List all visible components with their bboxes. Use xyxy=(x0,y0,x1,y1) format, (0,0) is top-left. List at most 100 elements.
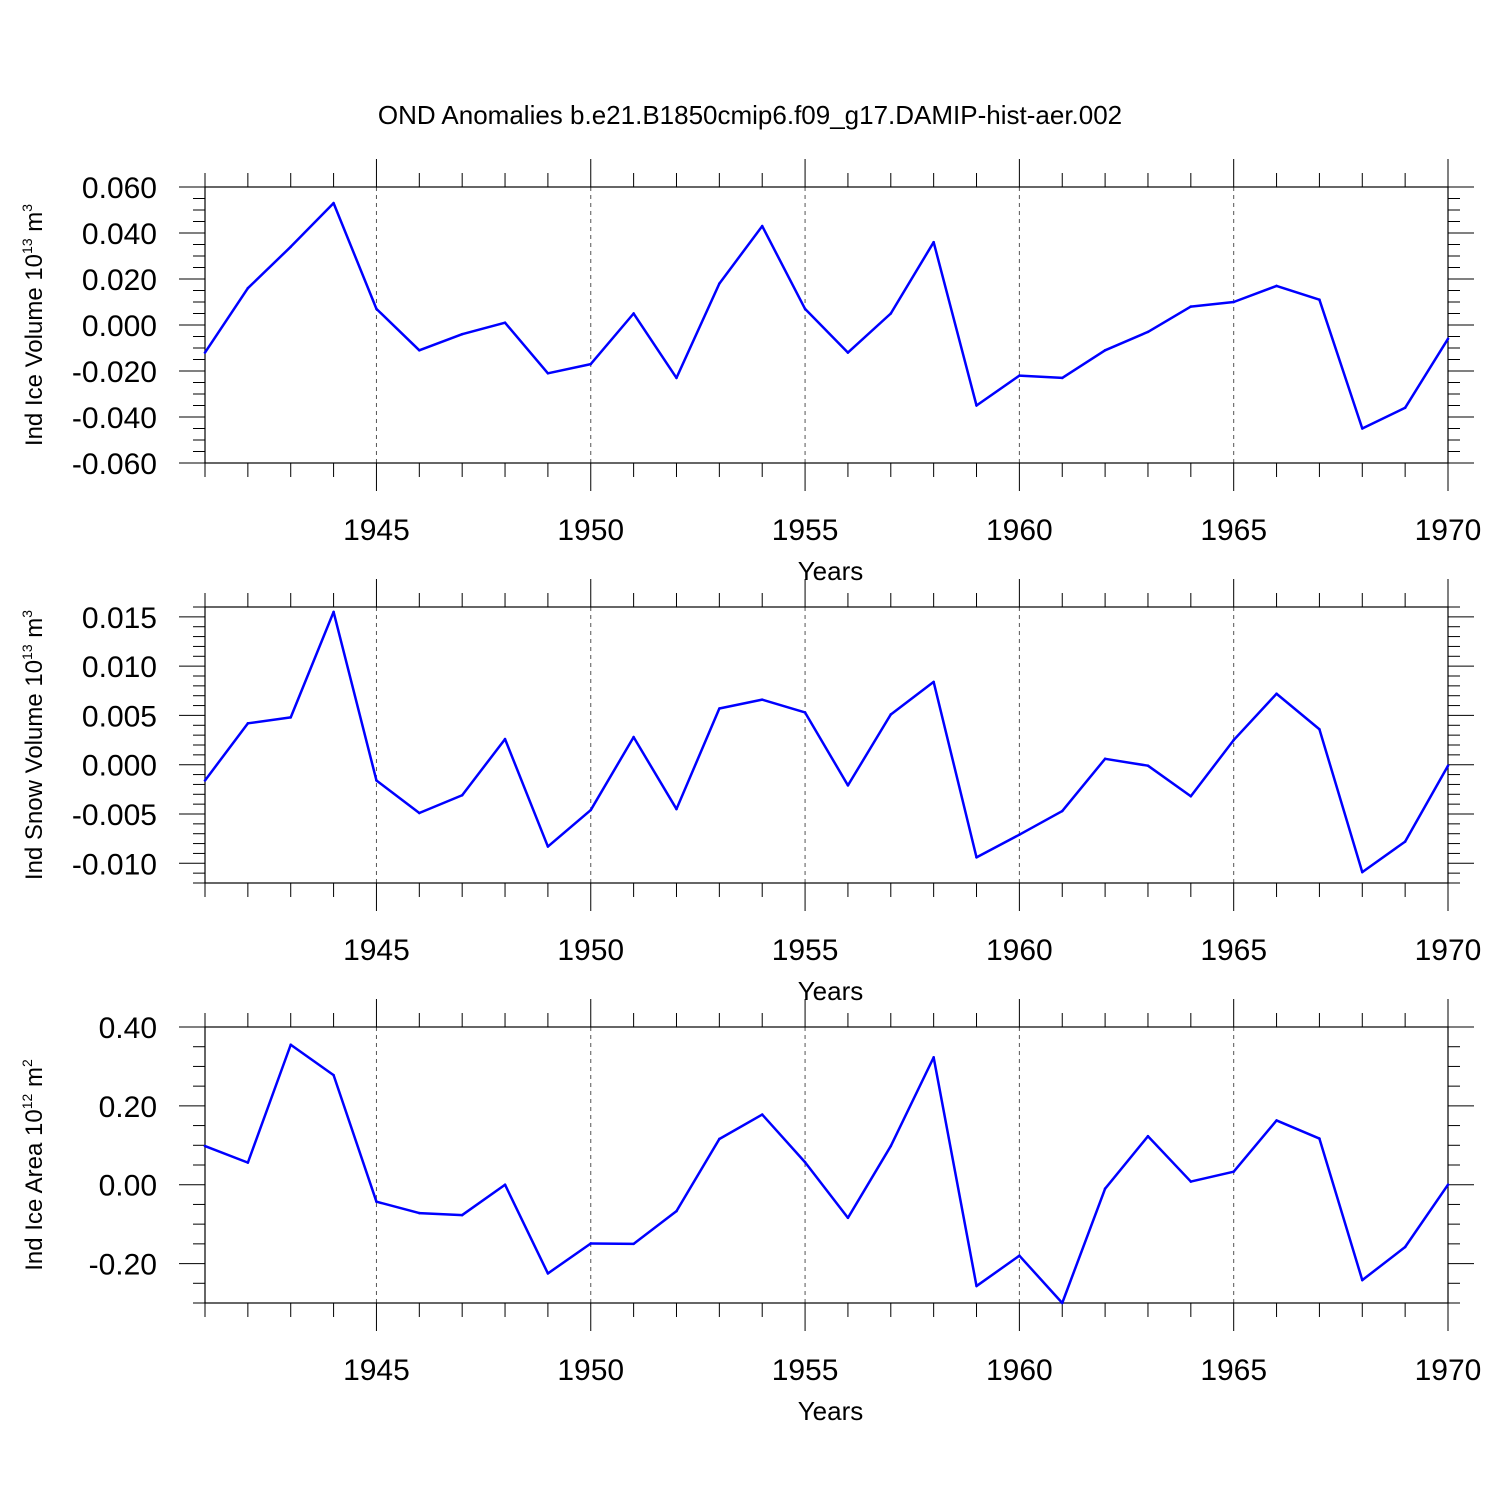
data-point xyxy=(418,811,421,815)
data-point xyxy=(1361,870,1364,874)
plot-frame xyxy=(204,606,1449,884)
series-segment xyxy=(1403,337,1450,410)
y-tick-label: 0.040 xyxy=(82,218,157,251)
data-point xyxy=(932,241,935,244)
series-segment xyxy=(718,224,764,285)
series-segment xyxy=(1189,300,1235,308)
data-point xyxy=(375,1200,378,1203)
data-point xyxy=(718,282,721,285)
data-point xyxy=(246,722,250,725)
data-point xyxy=(460,1213,464,1217)
series-segment xyxy=(289,610,335,719)
data-point xyxy=(332,201,335,205)
chart-title: OND Anomalies b.e21.B1850cmip6.f09_g17.D… xyxy=(378,100,1122,130)
data-point xyxy=(1318,298,1321,301)
panel-ice-volume: 1945 1950 1955 1960 1965 1970 -0.060 -0.040 -0.0… xyxy=(19,159,1481,586)
data-point xyxy=(289,245,292,248)
data-point xyxy=(1318,1137,1321,1140)
panel-snow-volume: 1945 1950 1955 1960 1965 1970 -0.010 -0.005 0.00… xyxy=(19,579,1481,1006)
x-tick-label: 1970 xyxy=(1415,934,1482,967)
series-segment xyxy=(589,735,635,812)
series-segment xyxy=(203,1144,250,1164)
plot-frame xyxy=(204,1026,1449,1304)
data-point xyxy=(1318,728,1321,731)
data-point xyxy=(1146,764,1150,767)
data-point xyxy=(803,711,807,714)
data-point xyxy=(1403,1245,1407,1249)
series-segment xyxy=(675,1137,721,1213)
series-segment xyxy=(1318,1137,1364,1282)
data-point xyxy=(889,1144,892,1148)
series-segment xyxy=(460,737,507,797)
data-point xyxy=(1103,349,1107,352)
data-point xyxy=(1018,374,1021,377)
y-axis-label: Ind Ice Area 1012 m2 xyxy=(19,1059,48,1271)
data-point xyxy=(203,351,207,354)
data-point xyxy=(1189,1180,1193,1183)
series-segment xyxy=(289,201,335,249)
y-axis-label: Ind Ice Volume 1013 m3 xyxy=(19,204,48,446)
y-tick-label: -0.010 xyxy=(72,848,157,881)
series-segment xyxy=(460,321,507,336)
series-segment xyxy=(460,1183,507,1217)
data-point xyxy=(761,1113,764,1116)
x-tick-label: 1960 xyxy=(986,514,1053,547)
data-point xyxy=(1189,795,1193,798)
series-segment xyxy=(632,312,678,380)
series-segment xyxy=(375,779,421,815)
data-point xyxy=(246,1161,250,1164)
series-segment xyxy=(675,282,721,380)
data-point xyxy=(1232,1170,1235,1173)
data-point xyxy=(1446,1183,1450,1186)
series-segment xyxy=(246,1043,292,1164)
data-point xyxy=(1446,764,1450,767)
x-tick-label: 1955 xyxy=(772,1354,839,1387)
series-segment xyxy=(889,240,935,315)
series-segment xyxy=(1275,284,1321,301)
series-segment xyxy=(675,707,721,811)
y-tick-label: 0.20 xyxy=(99,1091,157,1124)
data-point xyxy=(246,287,250,290)
data-point xyxy=(503,1183,507,1186)
data-point xyxy=(889,312,892,315)
series-segment xyxy=(1275,692,1321,731)
x-tick-label: 1950 xyxy=(557,934,624,967)
y-tick-label: -0.020 xyxy=(72,356,157,389)
x-tick-label: 1945 xyxy=(343,514,410,547)
series-segment xyxy=(1103,1134,1150,1190)
series-segment xyxy=(975,374,1021,407)
series-segment xyxy=(760,1113,807,1164)
x-tick-label: 1965 xyxy=(1200,934,1267,967)
data-point xyxy=(1403,840,1407,843)
series-segment xyxy=(1361,406,1407,430)
data-point xyxy=(761,698,764,701)
x-tick-label: 1960 xyxy=(986,934,1053,967)
y-tick-label: 0.000 xyxy=(82,310,157,343)
y-tick-label: -0.005 xyxy=(72,799,157,832)
series-segment xyxy=(375,1200,421,1215)
data-point xyxy=(803,307,807,311)
data-point xyxy=(503,737,507,741)
data-point xyxy=(975,856,978,859)
data-point xyxy=(846,1216,850,1220)
x-axis-label: Years xyxy=(798,1396,864,1426)
series-segment xyxy=(1018,809,1064,836)
x-axis-label: Years xyxy=(798,556,864,586)
y-tick-label: 0.010 xyxy=(82,651,157,684)
data-point xyxy=(846,351,850,354)
series-segment xyxy=(889,680,935,716)
plot-frame xyxy=(204,186,1449,464)
y-tick-label: -0.20 xyxy=(89,1249,157,1282)
series-segment xyxy=(718,1113,764,1141)
data-point xyxy=(803,1161,807,1164)
series-segment xyxy=(1318,727,1364,874)
series-segment xyxy=(1103,757,1150,767)
data-point xyxy=(932,680,935,684)
data-point xyxy=(1018,1254,1021,1257)
x-tick-label: 1945 xyxy=(343,934,410,967)
y-axis-label: Ind Snow Volume 1013 m3 xyxy=(19,610,48,880)
data-point xyxy=(846,784,850,787)
data-point xyxy=(1146,1135,1150,1138)
series-segment xyxy=(503,321,550,375)
